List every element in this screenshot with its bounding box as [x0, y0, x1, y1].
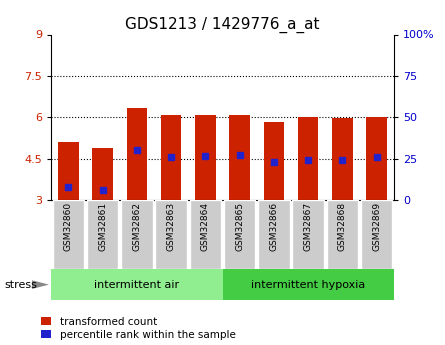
- Text: GSM32867: GSM32867: [303, 202, 313, 251]
- Bar: [161, 115, 182, 200]
- Text: GSM32860: GSM32860: [64, 202, 73, 251]
- Bar: [298, 117, 319, 200]
- Bar: [121, 200, 153, 269]
- Text: GSM32866: GSM32866: [269, 202, 279, 251]
- Text: intermittent air: intermittent air: [94, 280, 179, 289]
- Bar: [366, 117, 387, 200]
- Bar: [222, 269, 394, 300]
- Bar: [53, 200, 84, 269]
- Bar: [224, 200, 255, 269]
- Text: GSM32864: GSM32864: [201, 202, 210, 251]
- Polygon shape: [32, 280, 49, 289]
- Bar: [87, 200, 118, 269]
- Bar: [263, 122, 284, 200]
- Legend: transformed count, percentile rank within the sample: transformed count, percentile rank withi…: [41, 317, 235, 340]
- Bar: [51, 269, 223, 300]
- Bar: [332, 118, 353, 200]
- Text: GSM32862: GSM32862: [132, 202, 142, 251]
- Bar: [292, 200, 324, 269]
- Bar: [190, 200, 221, 269]
- Text: GSM32869: GSM32869: [372, 202, 381, 251]
- Bar: [258, 200, 290, 269]
- Bar: [361, 200, 392, 269]
- Text: GSM32868: GSM32868: [338, 202, 347, 251]
- Text: stress: stress: [4, 280, 37, 289]
- Text: GSM32863: GSM32863: [166, 202, 176, 251]
- Text: GSM32865: GSM32865: [235, 202, 244, 251]
- Bar: [58, 142, 79, 200]
- Bar: [229, 115, 250, 200]
- Bar: [195, 115, 216, 200]
- Bar: [92, 148, 113, 200]
- Bar: [327, 200, 358, 269]
- Text: intermittent hypoxia: intermittent hypoxia: [251, 280, 365, 289]
- Text: GSM32861: GSM32861: [98, 202, 107, 251]
- Title: GDS1213 / 1429776_a_at: GDS1213 / 1429776_a_at: [125, 17, 320, 33]
- Bar: [155, 200, 187, 269]
- Bar: [126, 108, 147, 200]
